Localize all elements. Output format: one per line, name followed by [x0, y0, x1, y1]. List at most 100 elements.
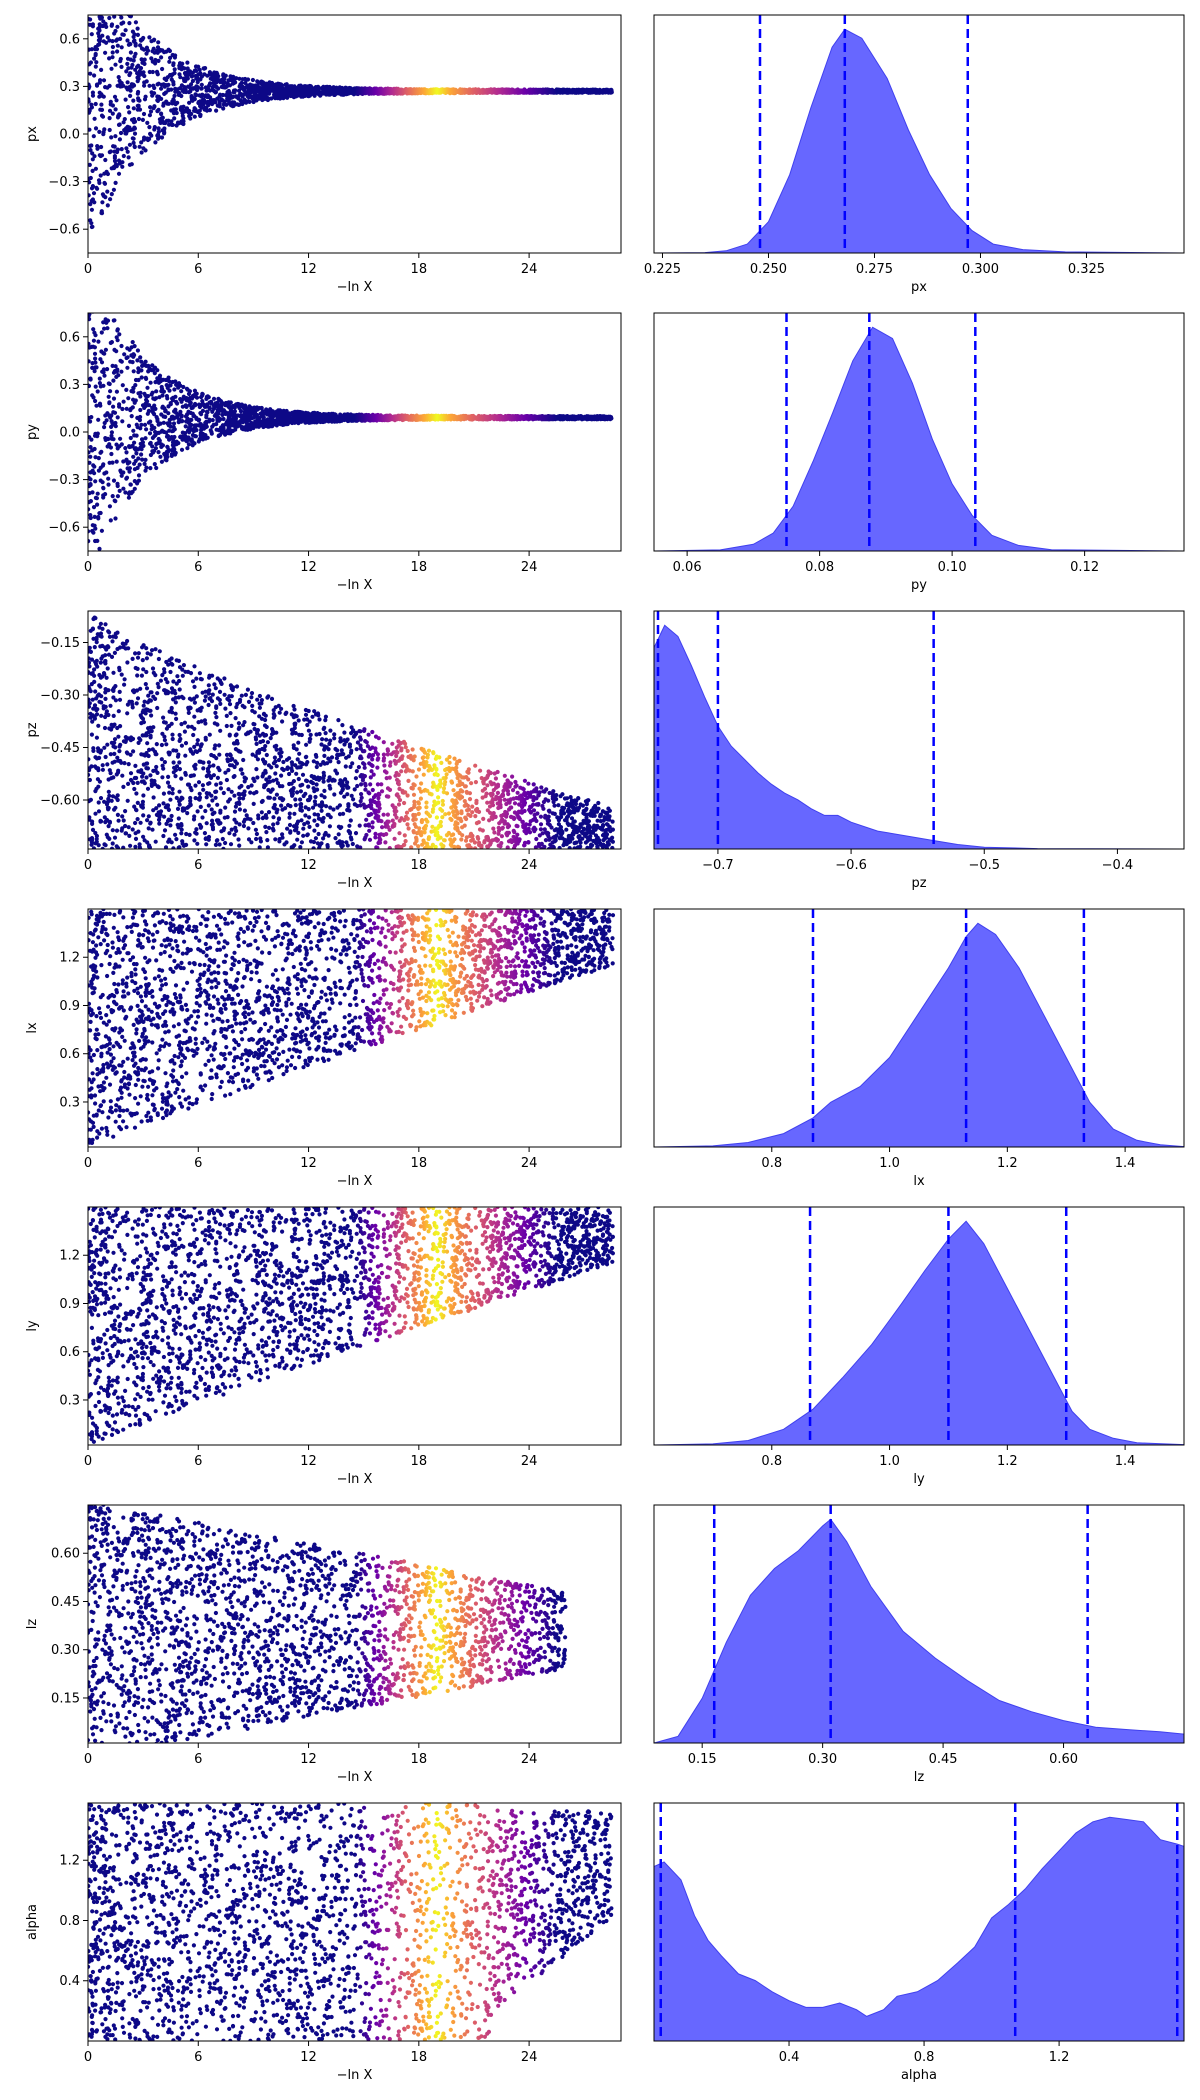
x-axis-label: −ln X	[337, 876, 373, 891]
x-tick-label: 24	[521, 560, 538, 575]
x-tick-label: 18	[411, 2050, 428, 2065]
y-tick-label: 1.2	[59, 1854, 80, 1869]
trace-panel-alpha: 0 6 12 18 24 −ln X 0.4 0.8 1.2 alpha	[25, 1802, 622, 2083]
x-tick-label: 0.4	[779, 2050, 800, 2065]
kde-area	[654, 28, 1184, 253]
kde-frame	[653, 1206, 1185, 1446]
trace-frame	[87, 1504, 622, 1744]
kde-frame	[653, 312, 1185, 552]
y-tick-label: −0.3	[48, 473, 80, 488]
y-tick-label: 0.0	[59, 128, 80, 143]
y-tick-label: −0.3	[48, 175, 80, 190]
scatter-dots	[88, 615, 616, 849]
scatter-dots	[88, 909, 616, 1145]
x-axis-label: py	[911, 578, 927, 593]
x-tick-label: 6	[194, 1454, 202, 1469]
y-axis-label: alpha	[25, 1904, 40, 1940]
kde-panel-alpha: 0.4 0.8 1.2 alpha	[653, 1802, 1185, 2083]
x-tick-label: −0.4	[1102, 858, 1134, 873]
x-tick-label: 1.2	[1049, 2050, 1070, 2065]
x-axis-label: alpha	[901, 2068, 937, 2083]
kde-panel-lz: 0.15 0.30 0.45 0.60 lz	[653, 1504, 1185, 1785]
y-tick-label: 0.60	[51, 1547, 80, 1562]
y-tick-label: 1.2	[59, 951, 80, 966]
x-tick-label: 12	[300, 1454, 317, 1469]
trace-panel-lz: 0 6 12 18 24 −ln X 0.15 0.30 0.45 0.60 lz	[25, 1504, 622, 1785]
x-tick-label: 1.0	[879, 1156, 900, 1171]
x-axis-label: −ln X	[337, 1770, 373, 1785]
y-axis-label: ly	[25, 1320, 40, 1332]
kde-panel-ly: 0.8 1.0 1.2 1.4 ly	[653, 1206, 1185, 1487]
y-tick-label: −0.6	[48, 223, 80, 238]
scatter-points	[88, 615, 616, 849]
x-tick-label: 24	[521, 1752, 538, 1767]
x-tick-label: 18	[411, 1752, 428, 1767]
kde-frame	[653, 908, 1185, 1148]
x-tick-label: 24	[521, 1156, 538, 1171]
trace-frame	[87, 1802, 622, 2042]
x-axis-label: −ln X	[337, 2068, 373, 2083]
x-tick-label: 0.12	[1070, 560, 1099, 575]
y-tick-label: 0.30	[51, 1643, 80, 1658]
x-tick-label: −0.5	[968, 858, 1000, 873]
kde-area	[654, 624, 1184, 849]
x-axis-label: lx	[913, 1174, 925, 1189]
x-tick-label: 0.275	[856, 262, 893, 277]
y-tick-label: 0.9	[59, 999, 80, 1014]
kde-area	[654, 1220, 1184, 1445]
x-axis-label: lz	[914, 1770, 925, 1785]
x-tick-label: 18	[411, 560, 428, 575]
x-tick-label: 12	[300, 262, 317, 277]
y-tick-label: 0.45	[51, 1595, 80, 1610]
x-tick-label: 24	[521, 2050, 538, 2065]
x-tick-label: 12	[300, 1752, 317, 1767]
y-tick-label: 0.6	[59, 32, 80, 47]
x-tick-label: 0.06	[673, 560, 702, 575]
x-tick-label: 0	[84, 560, 92, 575]
x-tick-label: 0.8	[761, 1454, 782, 1469]
x-tick-label: 6	[194, 858, 202, 873]
trace-frame	[87, 908, 622, 1148]
scatter-points	[88, 1207, 616, 1444]
trace-panel-ly: 0 6 12 18 24 −ln X 0.3 0.6 0.9 1.2 ly	[25, 1206, 622, 1487]
y-tick-label: 0.15	[51, 1691, 80, 1706]
scatter-points	[88, 1505, 568, 1743]
y-axis-label: px	[25, 126, 40, 142]
scatter-points	[88, 1803, 614, 2041]
scatter-dots	[88, 15, 614, 230]
y-tick-label: 0.6	[59, 1345, 80, 1360]
y-tick-label: 0.0	[59, 426, 80, 441]
y-axis-label: py	[25, 424, 40, 440]
x-tick-label: 0.08	[805, 560, 834, 575]
kde-panel-px: 0.225 0.250 0.275 0.300 0.325 px	[644, 14, 1185, 295]
trace-panel-pz: 0 6 12 18 24 −ln X −0.60 −0.45 −0.30 −0.15 pz	[25, 610, 622, 891]
trace-panel-px: 0 6 12 18 24 −ln X −0.6 −0.3 0.0 0.3 0.6 px	[25, 14, 622, 295]
x-tick-label: 0	[84, 1156, 92, 1171]
x-tick-label: 0	[84, 858, 92, 873]
x-axis-label: px	[911, 280, 927, 295]
trace-frame	[87, 610, 622, 850]
x-tick-label: 24	[521, 262, 538, 277]
y-tick-label: −0.60	[40, 794, 80, 809]
x-tick-label: 0	[84, 262, 92, 277]
x-tick-label: 24	[521, 1454, 538, 1469]
scatter-points	[88, 313, 614, 551]
y-tick-label: 0.4	[59, 1974, 80, 1989]
x-tick-label: 0.15	[688, 1752, 717, 1767]
y-tick-label: 0.6	[59, 330, 80, 345]
y-tick-label: 0.3	[59, 1095, 80, 1110]
scatter-dots	[88, 1505, 568, 1743]
x-tick-label: 18	[411, 1156, 428, 1171]
x-tick-label: 12	[300, 858, 317, 873]
x-tick-label: −0.7	[702, 858, 734, 873]
x-tick-label: 0.10	[938, 560, 967, 575]
x-tick-label: 0.8	[761, 1156, 782, 1171]
kde-panel-pz: −0.7 −0.6 −0.5 −0.4 pz	[653, 610, 1185, 891]
x-tick-label: 1.2	[997, 1156, 1018, 1171]
x-tick-label: 0.8	[914, 2050, 935, 2065]
x-tick-label: 18	[411, 1454, 428, 1469]
x-tick-label: 0.225	[644, 262, 681, 277]
trace-panel-py: 0 6 12 18 24 −ln X −0.6 −0.3 0.0 0.3 0.6 py	[25, 312, 622, 593]
x-axis-label: −ln X	[337, 1174, 373, 1189]
